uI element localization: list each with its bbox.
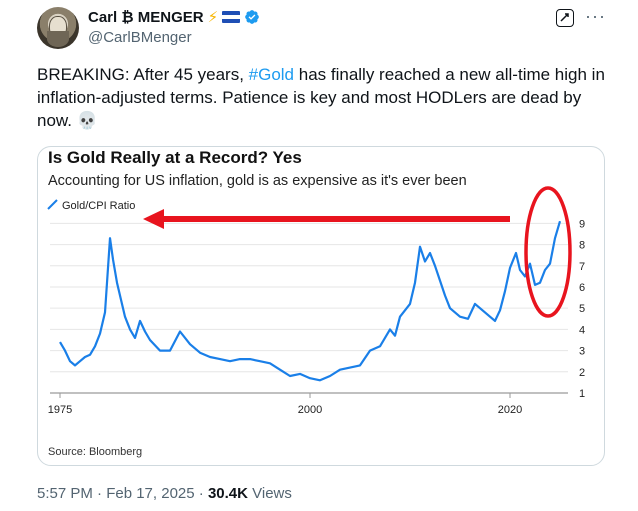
grid-lines: [50, 222, 568, 394]
lightning-icon: ⚡: [207, 9, 219, 26]
views-label: Views: [247, 485, 292, 502]
tweet-text-before: BREAKING: After 45 years,: [37, 65, 249, 84]
red-circle-annotation: [524, 186, 572, 318]
avatar[interactable]: [37, 7, 79, 49]
x-axis-ticks: 1975 2000 2020: [48, 393, 522, 416]
tweet-timestamp[interactable]: 5:57 PM · Feb 17, 2025 ·: [37, 485, 208, 502]
hashtag-link[interactable]: #Gold: [248, 65, 295, 84]
y-tick-label: 9: [579, 218, 585, 230]
red-arrow-annotation: [143, 209, 510, 229]
y-tick-label: 3: [579, 346, 585, 358]
author-display-name[interactable]: Carl ₿ MENGER: [88, 8, 204, 26]
y-tick-label: 2: [579, 367, 585, 379]
views-count: 30.4K: [207, 485, 248, 502]
verified-badge-icon: [245, 10, 259, 24]
x-tick-label: 1975: [48, 404, 72, 416]
author-handle[interactable]: @CarlBMenger: [88, 29, 192, 46]
chart-title: Is Gold Really at a Record? Yes: [48, 148, 302, 167]
y-tick-label: 5: [579, 303, 585, 315]
chart-subtitle: Accounting for US inflation, gold is as …: [48, 173, 467, 189]
y-tick-label: 8: [579, 240, 585, 252]
el-salvador-flag-icon: [222, 11, 241, 23]
y-tick-label: 4: [579, 324, 585, 336]
more-options-icon[interactable]: ···: [585, 6, 606, 26]
y-tick-label: 1: [579, 388, 585, 400]
grok-icon[interactable]: [556, 9, 574, 27]
y-tick-label: 6: [579, 282, 585, 294]
y-tick-label: 7: [579, 261, 585, 273]
legend-label: Gold/CPI Ratio: [62, 200, 135, 212]
chart-source: Source: Bloomberg: [48, 446, 142, 458]
tweet-meta: 5:57 PM · Feb 17, 2025 · 30.4K Views: [37, 485, 292, 502]
avatar-beard: [47, 31, 69, 47]
tweet-text-after: has finally reached a new all-time high …: [37, 65, 605, 130]
gold-cpi-line: [59, 220, 562, 382]
gold-cpi-chart: Is Gold Really at a Record? Yes Accounti…: [47, 148, 585, 458]
x-tick-label: 2020: [498, 404, 522, 416]
y-axis-ticks: 1 2 3 4 5 6 7 8 9: [579, 218, 585, 400]
legend-swatch: [47, 199, 58, 210]
author-name-row[interactable]: Carl ₿ MENGER ⚡: [88, 8, 260, 26]
chart-card[interactable]: Is Gold Really at a Record? Yes Accounti…: [37, 146, 605, 466]
tweet-text: BREAKING: After 45 years, #Gold has fina…: [37, 63, 617, 132]
x-tick-label: 2000: [298, 404, 322, 416]
